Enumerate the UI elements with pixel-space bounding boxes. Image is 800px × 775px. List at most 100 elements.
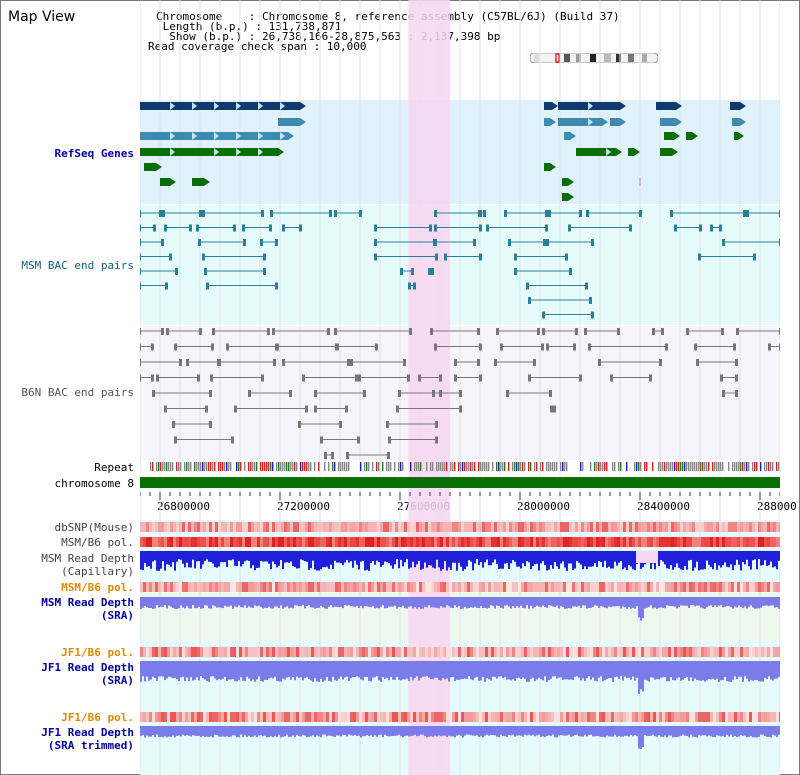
msm-b6-pol-cell (533, 537, 536, 547)
msm-b6-pol-cell (587, 537, 590, 547)
msm-depth-sra-bar (500, 597, 502, 608)
msm-b6-pol-cell (545, 537, 548, 547)
msm-depth-sra-bar (258, 597, 260, 606)
msm-depth-sra-bar (758, 597, 760, 609)
b6n-bac-pair-end (541, 343, 544, 351)
jf1-depth-trim-bar (366, 726, 368, 736)
msm-bac-pair-end (719, 224, 722, 232)
msm-depth-sra-bar (552, 597, 554, 607)
msm-b6-pol-cell (602, 582, 605, 592)
msm-depth-cap-bar (358, 551, 360, 570)
jf1-depth-trim-bar (438, 726, 440, 736)
msm-depth-cap-bar (446, 551, 448, 571)
msm-b6-pol-cell (362, 582, 365, 592)
jf1-depth-trim-bar (516, 726, 518, 736)
jf1-b6-pol-cell (260, 712, 263, 722)
repeat-element (716, 462, 718, 471)
msm-b6-pol-cell (215, 582, 218, 592)
jf1-depth-sra-bar (698, 661, 700, 681)
msm-depth-cap-bar (732, 551, 734, 571)
jf1-depth-trim-bar (190, 726, 192, 737)
jf1-depth-sra-bar (690, 661, 692, 678)
gene-block (660, 148, 672, 156)
msm-depth-cap-bar (372, 551, 374, 561)
msm-depth-sra-bar (372, 597, 374, 607)
jf1-b6-pol-cell (308, 712, 311, 722)
msm-depth-cap-bar (198, 551, 200, 562)
genome-track-canvas[interactable] (140, 0, 780, 775)
jf1-b6-pol-cell (410, 712, 413, 722)
jf1-depth-sra-bar (388, 661, 390, 681)
msm-depth-cap-bar (272, 551, 274, 562)
jf1-b6-pol-cell (188, 647, 191, 657)
jf1-b6-pol-cell (254, 712, 257, 722)
jf1-b6-pol-cell (779, 647, 780, 657)
msm-depth-sra-bar (534, 597, 536, 608)
jf1-depth-sra-bar (710, 661, 712, 680)
msm-depth-sra-bar (580, 597, 582, 609)
msm-depth-sra-bar (688, 597, 690, 608)
msm-depth-cap-bar (500, 551, 502, 569)
jf1-depth-trim-bar (280, 726, 282, 738)
msm-depth-sra-bar (254, 597, 256, 606)
jf1-b6-pol-cell (578, 647, 581, 657)
msm-b6-pol-cell (164, 582, 167, 592)
msm-depth-sra-bar (742, 597, 744, 609)
msm-depth-sra-bar (164, 597, 166, 606)
jf1-b6-pol-cell (623, 712, 626, 722)
msm-b6-pol-cell (224, 582, 227, 592)
dbsnp-cell (572, 522, 575, 532)
jf1-depth-trim-bar (396, 726, 398, 736)
msm-b6-pol-cell (410, 537, 413, 547)
jf1-depth-trim-bar (308, 726, 310, 737)
msm-b6-pol-cell (725, 537, 728, 547)
jf1-b6-pol-cell (149, 647, 152, 657)
msm-b6-pol-cell (680, 582, 683, 592)
msm-depth-cap-bar (494, 551, 496, 560)
gene-arrow (280, 132, 285, 140)
jf1-depth-sra-bar (216, 661, 218, 681)
msm-b6-pol-cell (185, 537, 188, 547)
msm-b6-pol-cell (344, 537, 347, 547)
jf1-depth-trim-bar (404, 726, 406, 736)
jf1-b6-pol-cell (281, 647, 284, 657)
msm-depth-cap-bar (582, 551, 584, 570)
dbsnp-cell (602, 522, 605, 532)
jf1-b6-pol-cell (425, 712, 428, 722)
jf1-b6-pol-cell (641, 647, 644, 657)
msm-depth-cap-bar (670, 551, 672, 566)
msm-depth-sra-bar (294, 597, 296, 606)
repeat-element (512, 462, 514, 471)
msm-b6-pol-cell (437, 582, 440, 592)
jf1-b6-pol-cell (683, 712, 686, 722)
dbsnp-cell (248, 522, 251, 532)
dbsnp-cell (770, 522, 773, 532)
jf1-b6-pol-cell (227, 647, 230, 657)
msm-depth-cap-bar (760, 551, 762, 566)
jf1-b6-pol-cell (221, 647, 224, 657)
jf1-depth-trim-bar (150, 726, 152, 737)
msm-bac-pair-end (670, 210, 673, 217)
msm-b6-pol-cell (563, 582, 566, 592)
msm-depth-sra-bar (770, 597, 772, 606)
msm-depth-sra-bar (522, 597, 524, 609)
jf1-b6-pol-cell (404, 647, 407, 657)
jf1-depth-trim-bar (718, 726, 720, 736)
repeat-element (478, 462, 480, 471)
msm-depth-sra-bar (520, 597, 522, 606)
gene-end-arrow (552, 102, 558, 110)
msm-depth-sra-bar (542, 597, 544, 606)
msm-b6-pol-cell (209, 582, 212, 592)
jf1-depth-sra-bar (308, 661, 310, 680)
msm-b6-pol-cell (764, 537, 767, 547)
msm-b6-pol-cell (296, 537, 299, 547)
msm-depth-sra-bar (212, 597, 214, 606)
msm-depth-sra-bar (512, 597, 514, 607)
jf1-depth-trim-bar (622, 726, 624, 737)
jf1-b6-pol-cell (464, 712, 467, 722)
jf1-depth-trim-bar (194, 726, 196, 736)
jf1-depth-trim-bar (774, 726, 776, 736)
jf1-b6-pol-cell (191, 712, 194, 722)
chromosome-ideogram[interactable] (530, 53, 658, 63)
msm-b6-pol-cell (401, 582, 404, 592)
